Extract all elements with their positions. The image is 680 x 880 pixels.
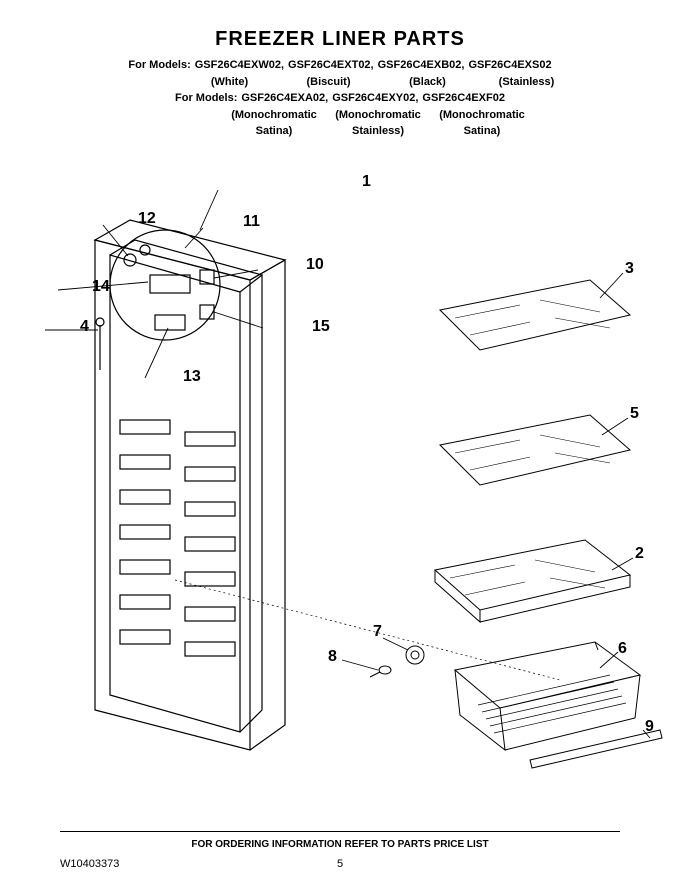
callout-14: 14 [92,278,110,296]
roller [406,646,424,664]
callout-1: 1 [362,173,371,191]
callout-7: 7 [373,623,382,641]
models-block: For Models: GSF26C4EXW02, GSF26C4EXT02, … [0,57,680,140]
callout-8: 8 [328,648,337,666]
color-label: (Monochromatic Satina) [224,107,324,140]
callout-11: 11 [243,213,260,231]
page-title: FREEZER LINER PARTS [0,0,680,51]
model-code: GSF26C4EXS02 [468,57,551,74]
model-code: GSF26C4EXW02, [195,57,284,74]
shelf-assembly [435,540,630,622]
callout-15: 15 [312,318,330,336]
callout-10: 10 [306,256,324,274]
models-row-1: For Models: GSF26C4EXW02, GSF26C4EXT02, … [0,57,680,74]
footer-rule [60,831,620,832]
parts-diagram [0,150,680,810]
color-label: (Biscuit) [281,74,376,91]
model-code: GSF26C4EXY02, [332,90,418,107]
callout-2: 2 [635,545,644,563]
model-code: GSF26C4EXB02, [378,57,465,74]
callout-4: 4 [80,318,89,336]
color-label: (Stainless) [479,74,574,91]
callout-9: 9 [645,718,654,736]
color-label: (Monochromatic Satina) [432,107,532,140]
models-row-2-colors: (Monochromatic Satina) (Monochromatic St… [0,107,680,140]
color-label: (White) [182,74,277,91]
model-code: GSF26C4EXA02, [241,90,328,107]
callout-3: 3 [625,260,634,278]
basket-drawer [455,642,640,750]
models-row-1-colors: (White) (Biscuit) (Black) (Stainless) [0,74,680,91]
page-root: FREEZER LINER PARTS For Models: GSF26C4E… [0,0,680,880]
color-label: (Black) [380,74,475,91]
page-number: 5 [0,858,680,870]
callout-5: 5 [630,405,639,423]
model-code: GSF26C4EXF02 [422,90,505,107]
roller-axle [370,666,391,677]
model-code: GSF26C4EXT02, [288,57,374,74]
explode-axis [175,580,560,680]
callout-12: 12 [138,210,156,228]
glass-shelf-upper [440,280,630,350]
callout-6: 6 [618,640,627,658]
color-label: (Monochromatic Stainless) [328,107,428,140]
models-row-2: For Models: GSF26C4EXA02, GSF26C4EXY02, … [0,90,680,107]
drawer-front-trim [530,730,662,768]
leader-lines [45,190,650,738]
models-label: For Models: [128,57,190,74]
callout-13: 13 [183,368,201,386]
glass-shelf-lower [440,415,630,485]
freezer-liner-body [95,220,285,750]
models-label: For Models: [175,90,237,107]
footer-text: FOR ORDERING INFORMATION REFER TO PARTS … [0,839,680,850]
